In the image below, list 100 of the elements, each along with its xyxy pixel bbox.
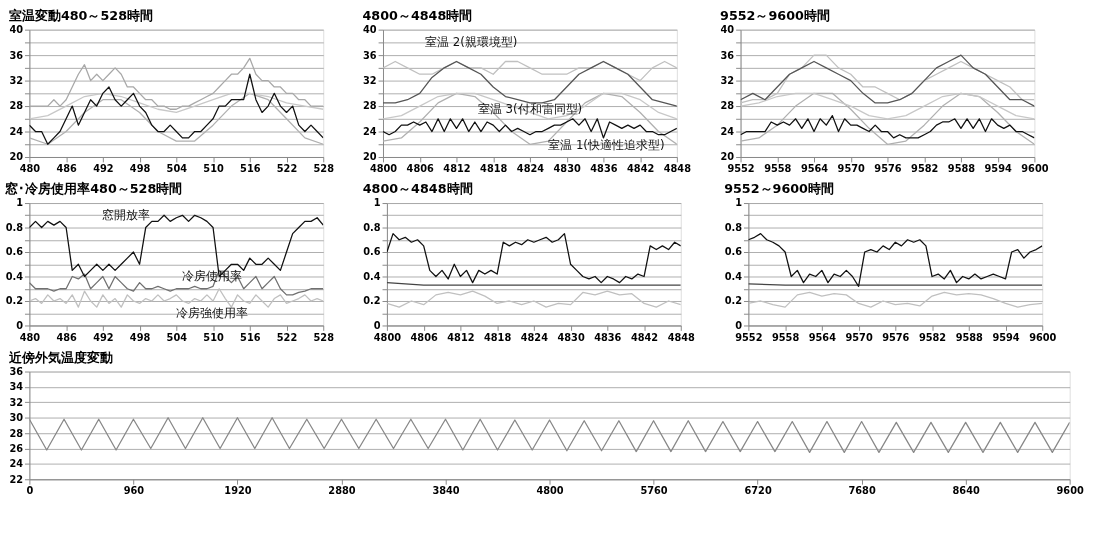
chart-title: 室温変動480～528時間 <box>8 7 154 23</box>
x-tick-label: 516 <box>240 331 261 343</box>
x-tick-label: 8640 <box>952 485 980 497</box>
x-tick-label: 510 <box>203 331 224 343</box>
y-tick-label: 0.4 <box>5 270 24 282</box>
x-tick-label: 9588 <box>955 331 984 343</box>
x-tick-label: 4848 <box>667 331 696 343</box>
x-tick-label: 4830 <box>557 331 585 343</box>
x-tick-label: 9600 <box>1029 331 1057 343</box>
x-tick-label: 480 <box>19 331 41 343</box>
y-tick-label: 0.2 <box>5 295 24 307</box>
annotation: 冷房使用率 <box>181 269 242 284</box>
x-tick-label: 4824 <box>520 331 549 343</box>
annotation: 窓開放率 <box>102 208 151 223</box>
x-tick-label: 9570 <box>845 331 873 343</box>
y-tick-label: 32 <box>9 396 24 408</box>
x-tick-label: 3840 <box>432 485 460 497</box>
x-tick-label: 498 <box>129 331 151 343</box>
x-tick-label: 4812 <box>447 331 475 343</box>
x-tick-label: 9576 <box>882 331 910 343</box>
x-tick-label: 4812 <box>443 163 471 175</box>
y-tick-label: 32 <box>363 75 377 87</box>
y-tick-label: 24 <box>9 458 24 470</box>
y-tick-label: 32 <box>720 75 735 87</box>
x-tick-label: 516 <box>240 163 261 175</box>
line-series <box>29 269 324 296</box>
y-tick-label: 20 <box>363 151 377 163</box>
y-tick-label: 40 <box>720 24 735 36</box>
y-tick-label: 0.2 <box>363 295 381 307</box>
x-tick-label: 9564 <box>800 163 829 175</box>
line-series <box>29 92 324 145</box>
x-tick-label: 9576 <box>874 163 902 175</box>
chart-title: 4800～4848時間 <box>362 181 473 197</box>
y-tick-label: 24 <box>720 125 735 137</box>
y-tick-label: 36 <box>363 49 377 61</box>
y-tick-label: 0.6 <box>363 246 381 258</box>
annotation: 冷房強使用率 <box>175 306 248 321</box>
y-tick-label: 20 <box>9 151 24 163</box>
annotation: 室温 1(快適性追求型) <box>548 138 665 153</box>
line-series <box>748 291 1043 308</box>
x-tick-label: 0 <box>26 485 34 497</box>
y-tick-label: 20 <box>720 151 735 163</box>
x-tick-label: 4848 <box>663 163 692 175</box>
y-tick-label: 0.4 <box>363 270 381 282</box>
x-tick-label: 9552 <box>727 163 755 175</box>
y-tick-label: 36 <box>9 365 24 377</box>
x-tick-label: 4836 <box>590 163 618 175</box>
y-tick-label: 0.8 <box>724 221 743 233</box>
y-tick-label: 24 <box>363 125 377 137</box>
x-tick-label: 4824 <box>516 163 545 175</box>
line-series <box>383 118 677 139</box>
y-tick-label: 0.4 <box>724 270 743 282</box>
x-tick-label: 4800 <box>373 331 402 343</box>
x-tick-label: 4842 <box>627 163 655 175</box>
x-tick-label: 498 <box>129 163 151 175</box>
x-tick-label: 4836 <box>594 331 622 343</box>
x-tick-label: 4842 <box>630 331 659 343</box>
annotation: 室温 3(付和雷同型) <box>477 101 583 116</box>
y-tick-label: 0.6 <box>724 246 743 258</box>
x-tick-label: 4806 <box>410 331 438 343</box>
x-tick-label: 4830 <box>553 163 581 175</box>
x-tick-label: 486 <box>56 163 78 175</box>
x-tick-label: 522 <box>276 163 298 175</box>
x-tick-label: 504 <box>166 331 188 343</box>
x-tick-label: 9552 <box>735 331 763 343</box>
x-tick-label: 510 <box>203 163 224 175</box>
x-tick-label: 9570 <box>837 163 866 175</box>
y-tick-label: 0.8 <box>363 221 381 233</box>
x-tick-label: 9558 <box>771 331 800 343</box>
x-tick-label: 1920 <box>224 485 252 497</box>
chart-title: 4800～4848時間 <box>362 7 473 23</box>
y-tick-label: 32 <box>9 75 24 87</box>
y-tick-label: 0.8 <box>5 221 24 233</box>
y-tick-label: 40 <box>363 24 377 36</box>
x-tick-label: 522 <box>276 331 298 343</box>
y-tick-label: 30 <box>9 412 24 424</box>
y-tick-label: 24 <box>9 125 24 137</box>
x-tick-label: 9582 <box>918 331 947 343</box>
x-tick-label: 4806 <box>406 163 435 175</box>
line-series <box>29 92 324 120</box>
line-series <box>740 92 1035 145</box>
line-series <box>748 233 1043 287</box>
y-tick-label: 1 <box>373 197 381 209</box>
x-tick-label: 4818 <box>484 331 512 343</box>
x-tick-label: 486 <box>56 331 78 343</box>
y-tick-label: 40 <box>9 24 24 36</box>
y-tick-label: 22 <box>9 473 24 485</box>
y-tick-label: 36 <box>9 49 24 61</box>
x-tick-label: 4800 <box>369 163 398 175</box>
line-series <box>29 57 324 110</box>
x-tick-label: 5760 <box>640 485 668 497</box>
y-tick-label: 36 <box>720 49 735 61</box>
y-tick-label: 34 <box>9 381 24 393</box>
y-tick-label: 0 <box>735 319 743 331</box>
x-tick-label: 528 <box>313 163 335 175</box>
x-tick-label: 528 <box>313 331 335 343</box>
y-tick-label: 28 <box>363 100 377 112</box>
y-tick-label: 28 <box>720 100 735 112</box>
y-tick-label: 1 <box>735 197 743 209</box>
y-tick-label: 0.2 <box>724 295 743 307</box>
